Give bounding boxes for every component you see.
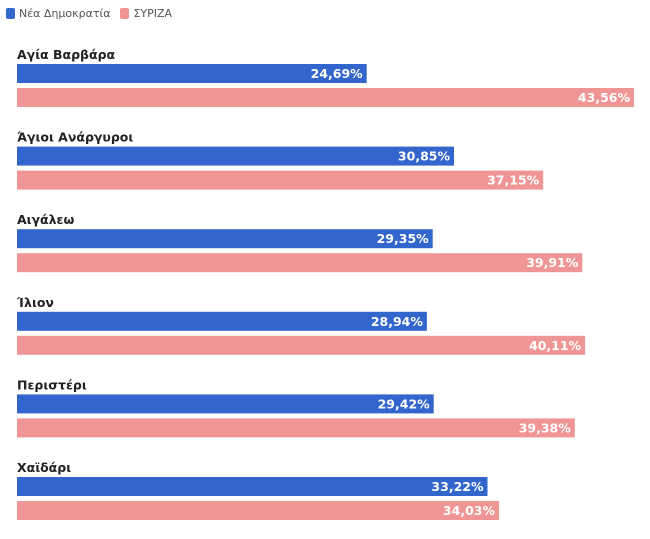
bar-syriza-0[interactable] bbox=[17, 88, 634, 107]
category-label-2: Αιγάλεω bbox=[17, 212, 75, 227]
value-label-syriza-2: 39,91% bbox=[526, 255, 579, 270]
value-label-syriza-3: 40,11% bbox=[529, 338, 582, 353]
bar-syriza-4[interactable] bbox=[17, 418, 575, 438]
category-group-4: Περιστέρι 29,42% 39,38% bbox=[17, 377, 575, 438]
value-label-syriza-0: 43,56% bbox=[578, 90, 631, 105]
legend-swatch-syriza bbox=[120, 7, 130, 19]
category-group-5: Χαϊδάρι 33,22% 34,03% bbox=[17, 460, 499, 520]
value-label-nd-4: 29,42% bbox=[378, 396, 431, 411]
legend-item-nd[interactable]: Νέα Δημοκρατία bbox=[6, 7, 110, 20]
category-group-1: Άγιοι Ανάργυροι 30,85% 37,15% bbox=[17, 130, 544, 190]
bar-nd-4[interactable] bbox=[17, 394, 434, 414]
category-label-0: Αγία Βαρβάρα bbox=[17, 47, 116, 62]
bar-syriza-5[interactable] bbox=[17, 501, 499, 520]
category-label-4: Περιστέρι bbox=[17, 377, 87, 392]
bar-nd-3[interactable] bbox=[17, 311, 427, 331]
category-group-3: Ίλιον 28,94% 40,11% bbox=[16, 295, 586, 355]
value-label-nd-1: 30,85% bbox=[398, 149, 451, 164]
category-label-5: Χαϊδάρι bbox=[17, 460, 71, 475]
category-label-3: Ίλιον bbox=[16, 295, 54, 310]
category-group-2: Αιγάλεω 29,35% 39,91% bbox=[17, 212, 583, 273]
bar-nd-5[interactable] bbox=[17, 477, 488, 496]
value-label-nd-5: 33,22% bbox=[431, 479, 484, 494]
value-label-nd-0: 24,69% bbox=[311, 66, 364, 81]
value-label-nd-3: 28,94% bbox=[371, 314, 424, 329]
legend-swatch-nd bbox=[6, 7, 15, 19]
legend-label-syriza: ΣΥΡΙΖΑ bbox=[133, 6, 173, 20]
category-group-0: Αγία Βαρβάρα 24,69% 43,56% bbox=[17, 47, 634, 107]
value-label-syriza-5: 34,03% bbox=[443, 503, 496, 518]
category-label-1: Άγιοι Ανάργυροι bbox=[17, 130, 133, 145]
value-label-syriza-4: 39,38% bbox=[519, 420, 572, 435]
bar-nd-1[interactable] bbox=[17, 146, 454, 166]
value-label-nd-2: 29,35% bbox=[377, 231, 430, 246]
bar-syriza-3[interactable] bbox=[17, 335, 586, 355]
chart-legend: Νέα Δημοκρατία ΣΥΡΙΖΑ bbox=[6, 4, 182, 22]
bar-syriza-2[interactable] bbox=[17, 253, 583, 273]
bar-nd-0[interactable] bbox=[17, 64, 367, 83]
bar-nd-2[interactable] bbox=[17, 229, 433, 249]
value-label-syriza-1: 37,15% bbox=[487, 173, 540, 188]
bar-syriza-1[interactable] bbox=[17, 170, 544, 190]
legend-label-nd: Νέα Δημοκρατία bbox=[19, 6, 111, 20]
legend-item-syriza[interactable]: ΣΥΡΙΖΑ bbox=[120, 7, 172, 20]
